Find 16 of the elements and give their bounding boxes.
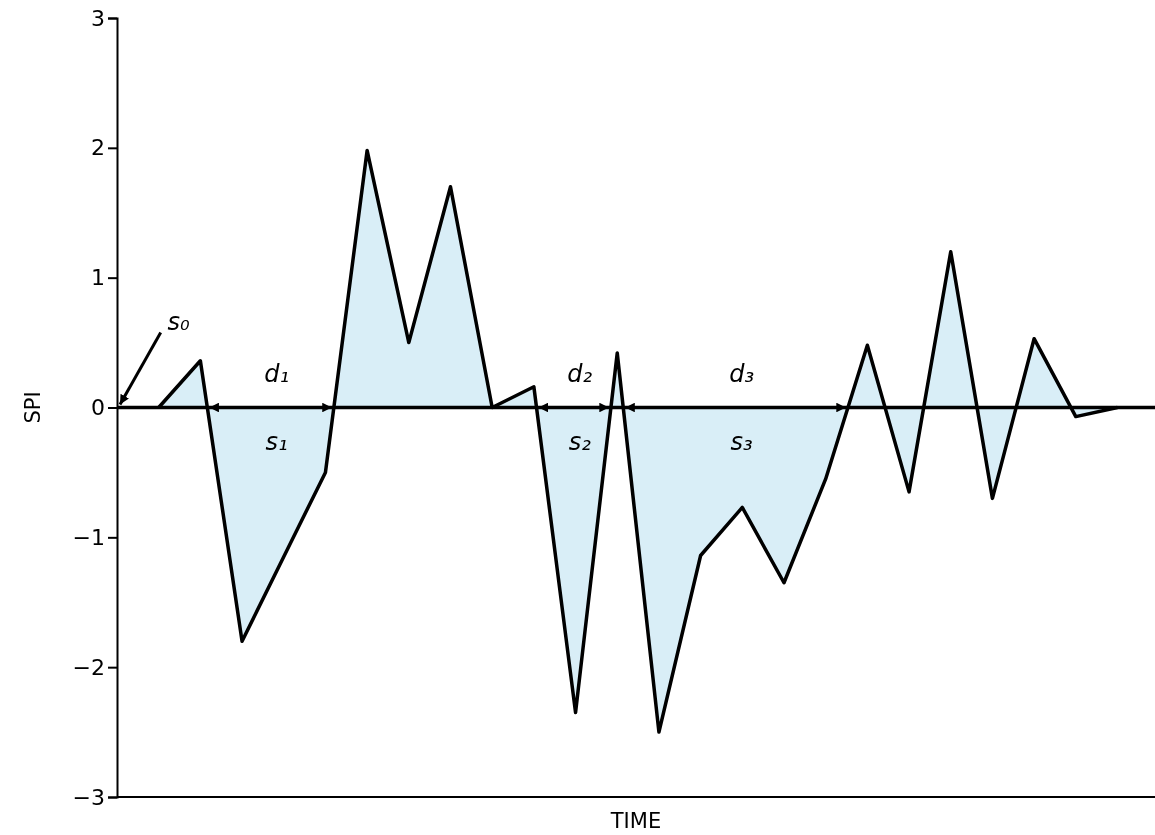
y-tick-label: −3 [72,784,105,810]
x-axis-title: TIME [609,809,662,833]
annotation: s₂ [568,427,592,456]
y-tick-label: 2 [91,135,105,161]
y-tick-label: 0 [91,395,105,421]
annotation: s₀ [167,307,191,336]
y-tick-label: 1 [91,265,105,291]
annotation: d₁ [264,359,290,388]
annotation: s₁ [265,427,288,456]
annotation: s₃ [730,427,753,456]
y-tick-label: −1 [72,524,105,550]
y-tick-label: −2 [72,654,105,680]
annotation: d₃ [729,359,755,388]
annotation: d₂ [567,359,593,388]
y-tick-label: 3 [91,5,105,31]
y-axis-title: SPI [21,391,45,424]
